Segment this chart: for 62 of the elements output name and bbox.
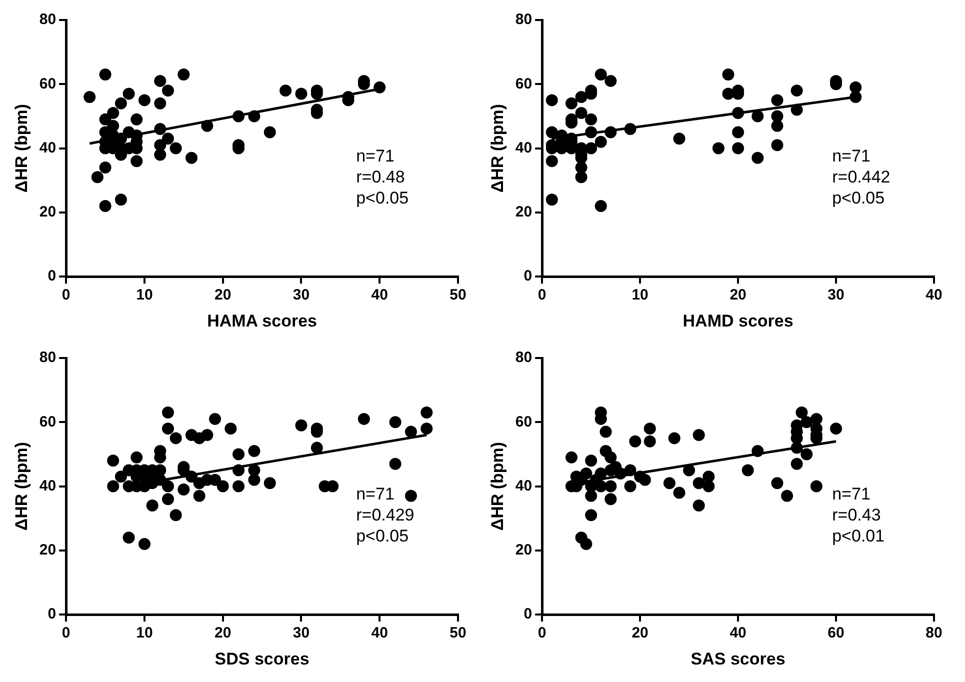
annotation: r=0.442	[832, 167, 890, 186]
x-tick-label: 40	[371, 286, 388, 304]
x-tick-label: 20	[632, 624, 648, 642]
x-tick-label: 30	[828, 286, 844, 304]
y-tick-label: 80	[39, 11, 56, 28]
y-tick-label: 20	[515, 542, 532, 559]
y-tick-label: 20	[39, 204, 56, 221]
y-tick-label: 40	[39, 139, 56, 156]
annotation: n=71	[832, 146, 870, 166]
annotation: r=0.43	[832, 505, 881, 524]
x-tick-label: 50	[450, 286, 466, 304]
x-tick-label: 20	[214, 624, 232, 642]
x-tick-label: 40	[371, 624, 388, 642]
x-axis-title: HAMD scores	[682, 311, 794, 330]
x-tick-label: 20	[214, 286, 232, 304]
annotation: n=71	[832, 484, 870, 504]
x-tick-label: 10	[136, 624, 153, 642]
y-tick-label: 0	[524, 268, 532, 285]
x-tick-label: 60	[828, 624, 844, 642]
x-tick-label: 0	[62, 624, 70, 642]
x-tick-label: 30	[292, 624, 310, 642]
annotation: n=71	[356, 484, 394, 504]
y-axis-title: ΔHR (bpm)	[12, 442, 31, 531]
y-axis-title: ΔHR (bpm)	[488, 442, 507, 531]
annotation: r=0.429	[356, 505, 414, 524]
x-tick-label: 0	[538, 624, 546, 642]
x-tick-label: 30	[292, 286, 310, 304]
annotation: p<0.05	[356, 188, 409, 208]
annotation: p<0.05	[356, 526, 409, 546]
y-tick-label: 20	[515, 204, 532, 221]
annotation: r=0.48	[356, 167, 405, 186]
x-tick-label: 10	[632, 286, 648, 304]
y-axis-title: ΔHR (bpm)	[12, 104, 31, 193]
x-tick-label: 80	[926, 624, 942, 642]
x-tick-label: 10	[136, 286, 153, 304]
x-tick-label: 0	[538, 286, 546, 304]
y-tick-label: 0	[48, 268, 56, 285]
y-tick-label: 60	[39, 413, 56, 430]
y-tick-label: 80	[515, 11, 532, 28]
x-tick-label: 20	[730, 286, 746, 304]
y-tick-label: 80	[515, 349, 532, 366]
x-tick-label: 50	[450, 624, 466, 642]
y-tick-label: 0	[524, 606, 532, 623]
y-tick-label: 40	[39, 477, 56, 494]
annotation: p<0.05	[832, 188, 885, 208]
x-axis-title: HAMA scores	[207, 311, 317, 330]
x-tick-label: 40	[926, 286, 942, 304]
y-tick-label: 60	[515, 413, 532, 430]
y-tick-label: 80	[39, 349, 56, 366]
y-tick-label: 40	[515, 139, 532, 156]
y-tick-label: 0	[48, 606, 56, 623]
x-axis-title: SAS scores	[690, 649, 786, 668]
y-tick-label: 20	[39, 542, 56, 559]
x-axis-title: SDS scores	[214, 649, 310, 668]
y-tick-label: 60	[39, 75, 56, 92]
annotation: n=71	[356, 146, 394, 166]
y-tick-label: 40	[515, 477, 532, 494]
annotation: p<0.01	[832, 526, 885, 546]
x-tick-label: 40	[730, 624, 746, 642]
y-axis-title: ΔHR (bpm)	[488, 104, 507, 193]
y-tick-label: 60	[515, 75, 532, 92]
x-tick-label: 0	[62, 286, 70, 304]
